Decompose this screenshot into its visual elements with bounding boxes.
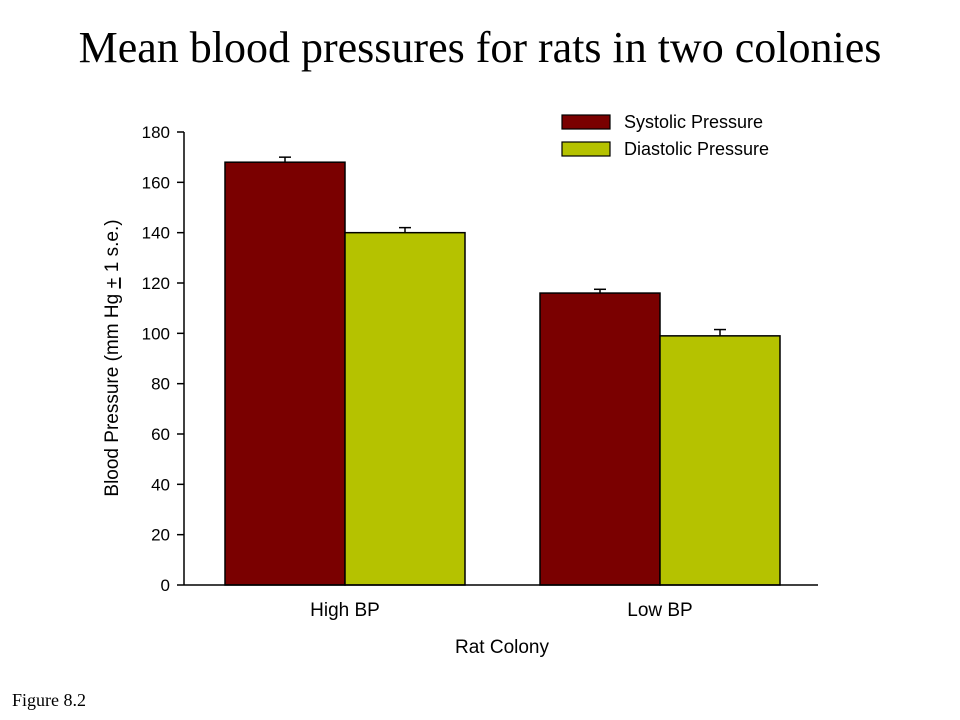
y-tick-label-2: 40 [151,475,170,494]
y-axis-label: Blood Pressure (mm Hg + 1 s.e.) [102,219,123,496]
slide-title: Mean blood pressures for rats in two col… [78,23,882,72]
legend-swatch-1 [561,141,611,157]
bar-systolic-0 [224,161,346,586]
bars-layer [224,161,781,586]
y-tick-label-5: 100 [142,324,170,343]
y-axis-label-suffix: 1 s.e.) [102,219,123,277]
y-tick-label-7: 140 [142,224,170,243]
legend-label-1: Diastolic Pressure [624,139,769,159]
bar-diastolic-1 [659,335,781,586]
y-axis-label-prefix: Blood Pressure (mm Hg [102,289,123,497]
y-tick-label-9: 180 [142,123,170,142]
x-axis-label: Rat Colony [455,637,549,658]
bar-diastolic-0 [344,231,466,586]
legend-label-0: Systolic Pressure [624,112,763,132]
y-tick-label-0: 0 [161,576,170,595]
x-tick-label-1: Low BP [627,600,692,621]
bar-systolic-1 [539,292,661,586]
error-bars-layer [279,156,726,336]
figure-caption: Figure 8.2 [12,690,86,710]
y-tick-label-1: 20 [151,526,170,545]
y-tick-label-8: 160 [142,173,170,192]
axis-layer: High BP Low BP 0 20 40 60 80 100 120 140 160 180 [142,123,818,621]
y-tick-label-4: 80 [151,375,170,394]
y-tick-label-6: 120 [142,274,170,293]
y-tick-label-3: 60 [151,425,170,444]
legend: Systolic Pressure Diastolic Pressure [561,112,769,159]
x-tick-label-0: High BP [310,600,380,621]
legend-swatch-0 [561,114,611,130]
y-axis-label-pm: + [102,277,123,288]
